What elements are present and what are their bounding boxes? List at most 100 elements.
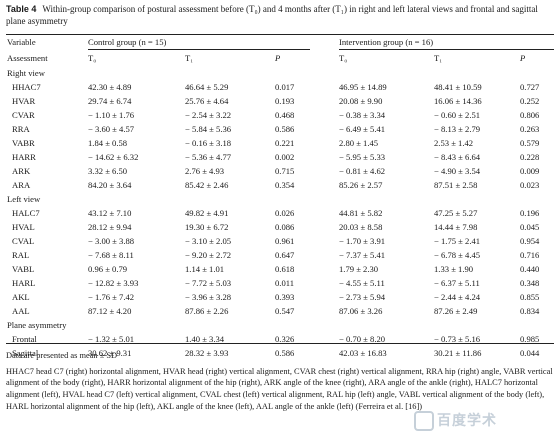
control-p-cell: 0.026 [275,208,295,218]
control-p-cell: 0.961 [275,236,295,246]
header-intervention-t1: T₁ [434,53,443,63]
intervention-p-cell: 0.252 [520,96,540,106]
header-row-groups: Variable Control group (n = 15) Interven… [6,35,554,50]
intervention-t0-cell: − 0.38 ± 3.34 [339,110,386,120]
intervention-t1-cell: 30.21 ± 11.86 [434,348,482,358]
section-title: Right view [7,68,45,78]
table-caption-text: Within-group comparison of postural asse… [6,4,538,26]
control-t0-cell: − 3.00 ± 3.88 [88,236,135,246]
intervention-p-cell: 0.044 [520,348,540,358]
intervention-group-rule [339,49,554,50]
control-t0-cell: 28.12 ± 9.94 [88,222,132,232]
control-t1-cell: − 9.20 ± 2.72 [185,250,232,260]
intervention-t0-cell: − 2.73 ± 5.94 [339,292,386,302]
section-title: Left view [7,194,41,204]
intervention-p-cell: 0.985 [520,334,540,344]
control-t1-cell: − 3.96 ± 3.28 [185,292,232,302]
table-row: HARL − 12.82 ± 3.93 − 7.72 ± 5.03 0.011 − 4.… [6,276,554,290]
control-t0-cell: 29.74 ± 6.74 [88,96,132,106]
table-row: AKL − 1.76 ± 7.42 − 3.96 ± 3.28 0.393 − 2.73… [6,290,554,304]
intervention-t0-cell: 20.03 ± 8.58 [339,222,383,232]
control-t1-cell: − 5.36 ± 4.77 [185,152,232,162]
intervention-p-cell: 0.440 [520,264,540,274]
control-t1-cell: 28.32 ± 3.93 [185,348,229,358]
notes-abbreviations: HHAC7 head C7 (right) horizontal alignme… [6,366,553,411]
intervention-t1-cell: 47.25 ± 5.27 [434,208,478,218]
control-p-cell: 0.221 [275,138,295,148]
control-t1-cell: − 2.54 ± 3.22 [185,110,232,120]
assessment-cell: HALC7 [12,208,40,218]
intervention-p-cell: 0.806 [520,110,540,120]
table-row: HVAR 29.74 ± 6.74 25.76 ± 4.64 0.193 20.08 ±… [6,94,554,108]
intervention-t0-cell: 85.26 ± 2.57 [339,180,383,190]
intervention-t0-cell: − 1.70 ± 3.91 [339,236,386,246]
intervention-t1-cell: 87.51 ± 2.58 [434,180,478,190]
intervention-t0-cell: 20.08 ± 9.90 [339,96,383,106]
control-t1-cell: − 0.16 ± 3.18 [185,138,232,148]
table-row: HALC7 43.12 ± 7.10 49.82 ± 4.91 0.026 44.81 … [6,206,554,220]
control-t1-cell: 85.42 ± 2.46 [185,180,229,190]
watermark-icon [414,411,434,431]
intervention-t0-cell: − 0.70 ± 8.20 [339,334,386,344]
control-t0-cell: − 12.82 ± 3.93 [88,278,139,288]
notes-summary: Data are presented as mean ± SD [6,351,118,360]
intervention-p-cell: 0.834 [520,306,540,316]
control-p-cell: 0.586 [275,124,295,134]
assessment-cell: CVAR [12,110,35,120]
section-title: Plane asymmetry [7,320,67,330]
control-p-cell: 0.393 [275,292,295,302]
intervention-t0-cell: − 5.95 ± 5.33 [339,152,386,162]
intervention-t1-cell: − 6.78 ± 4.45 [434,250,481,260]
table-row: Frontal − 1.32 ± 5.01 1.40 ± 3.34 0.326 − 0.… [6,332,554,346]
assessment-cell: HVAL [12,222,35,232]
table-notes: Data are presented as mean ± SD HHAC7 he… [6,350,554,413]
intervention-t1-cell: 48.41 ± 10.59 [434,82,482,92]
table-body: Right view HHAC7 42.30 ± 4.89 46.64 ± 5.29 0… [6,66,554,360]
header-assessment: Assessment [7,53,48,63]
control-t1-cell: − 3.10 ± 2.05 [185,236,232,246]
assessment-cell: Sagittal [12,348,39,358]
assessment-cell: AKL [12,292,30,302]
table-row: HHAC7 42.30 ± 4.89 46.64 ± 5.29 0.017 46.95 … [6,80,554,94]
intervention-p-cell: 0.023 [520,180,540,190]
header-row-columns: Assessment T₀ T₁ P T₀ T₁ P [6,50,554,66]
section-heading-row: Left view [6,192,554,206]
table-row: CVAR − 1.10 ± 1.76 − 2.54 ± 3.22 0.468 − 0.3… [6,108,554,122]
intervention-t0-cell: − 6.49 ± 5.41 [339,124,386,134]
assessment-cell: Frontal [12,334,37,344]
intervention-p-cell: 0.196 [520,208,540,218]
control-t0-cell: − 3.60 ± 4.57 [88,124,135,134]
control-p-cell: 0.002 [275,152,295,162]
intervention-t1-cell: 87.26 ± 2.49 [434,306,478,316]
intervention-t1-cell: 1.33 ± 1.90 [434,264,474,274]
assessment-cell: HHAC7 [12,82,41,92]
control-t0-cell: 84.20 ± 3.64 [88,180,132,190]
control-p-cell: 0.354 [275,180,295,190]
control-t1-cell: − 5.84 ± 5.36 [185,124,232,134]
intervention-t1-cell: 2.53 ± 1.42 [434,138,474,148]
top-rule [6,34,554,35]
section-heading-row: Plane asymmetry [6,318,554,332]
control-p-cell: 0.017 [275,82,295,92]
control-p-cell: 0.618 [275,264,295,274]
table-label: Table 4 [6,4,37,14]
control-t0-cell: 1.84 ± 0.58 [88,138,128,148]
bottom-rule [6,343,554,344]
header-variable: Variable [7,37,36,47]
control-t1-cell: 1.40 ± 3.34 [185,334,225,344]
header-control-group: Control group (n = 15) [88,37,167,47]
intervention-t1-cell: 16.06 ± 14.36 [434,96,482,106]
intervention-p-cell: 0.579 [520,138,540,148]
control-p-cell: 0.586 [275,348,295,358]
intervention-p-cell: 0.045 [520,222,540,232]
section-heading-row: Right view [6,66,554,80]
control-t1-cell: 19.30 ± 6.72 [185,222,229,232]
table-row: VABR 1.84 ± 0.58 − 0.16 ± 3.18 0.221 2.80 ± … [6,136,554,150]
table-row: Sagittal 30.62 ± 9.31 28.32 ± 3.93 0.586 42.… [6,346,554,360]
intervention-p-cell: 0.727 [520,82,540,92]
control-t0-cell: − 14.62 ± 6.32 [88,152,139,162]
assessment-cell: HARR [12,152,36,162]
intervention-t0-cell: 42.03 ± 16.83 [339,348,387,358]
assessment-cell: ARK [12,166,31,176]
